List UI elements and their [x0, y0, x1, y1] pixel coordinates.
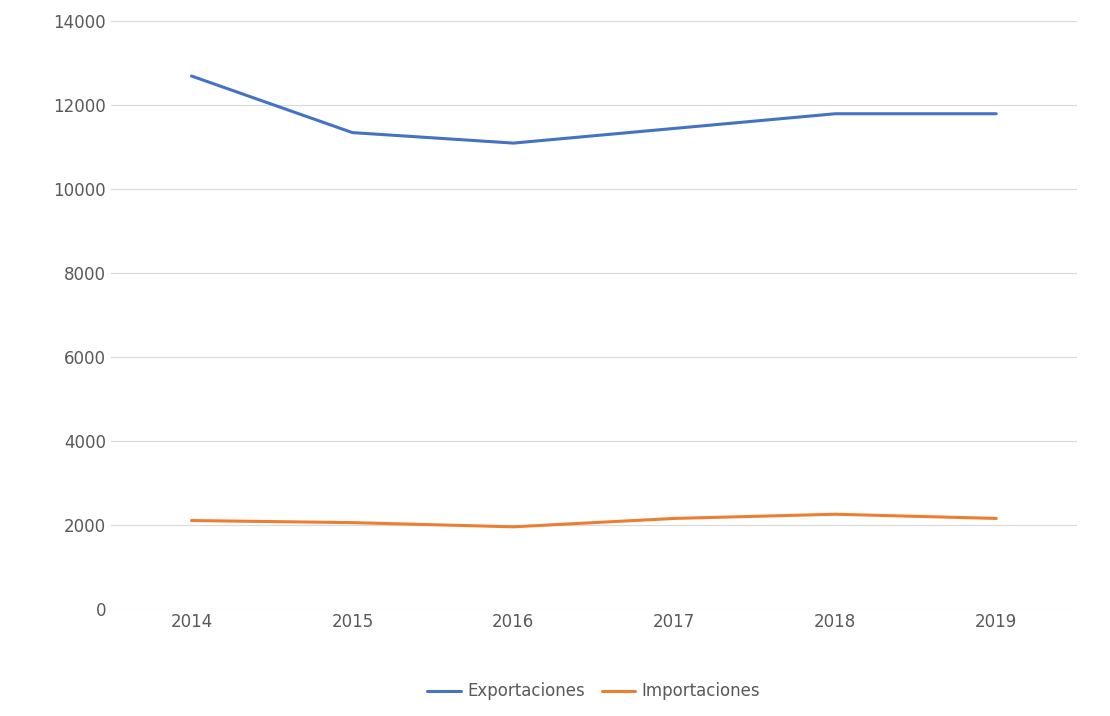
Exportaciones [989, 110, 1002, 118]
Exportaciones [345, 128, 359, 137]
Importaciones [345, 518, 359, 527]
Exportaciones [506, 139, 519, 147]
Exportaciones [667, 124, 680, 132]
Exportaciones [828, 110, 841, 118]
Legend: Exportaciones, Importaciones: Exportaciones, Importaciones [421, 676, 767, 707]
Importaciones [184, 516, 198, 525]
Importaciones [828, 510, 841, 518]
Line: Importaciones: Importaciones [191, 514, 996, 527]
Line: Exportaciones: Exportaciones [191, 76, 996, 143]
Importaciones [989, 514, 1002, 523]
Exportaciones [184, 72, 198, 80]
Importaciones [506, 523, 519, 531]
Importaciones [667, 514, 680, 523]
